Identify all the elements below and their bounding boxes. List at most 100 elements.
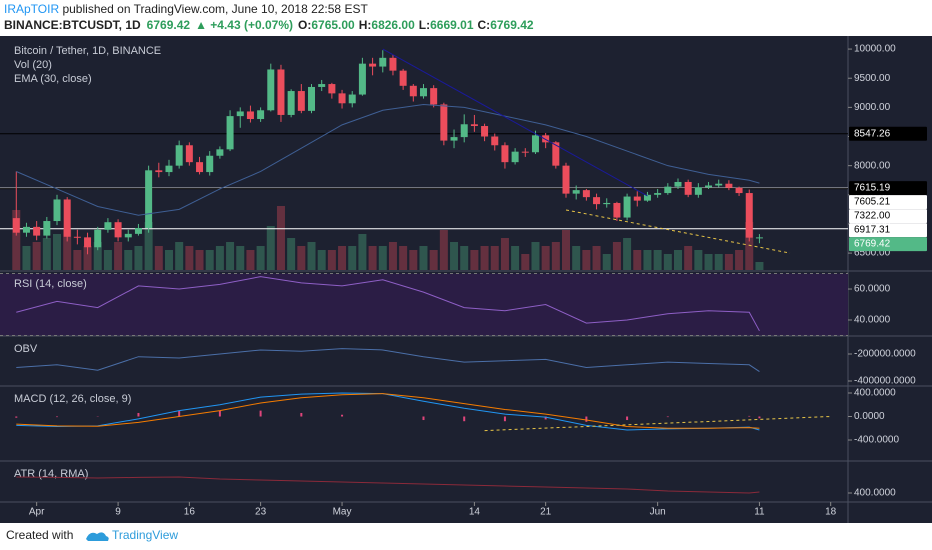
candle-body bbox=[33, 226, 41, 236]
histogram-bar bbox=[341, 414, 344, 417]
candle-body bbox=[308, 86, 316, 111]
volume-bar bbox=[745, 222, 754, 270]
candle-body bbox=[22, 226, 30, 233]
volume-legend: Vol (20) bbox=[14, 59, 52, 71]
candle-body bbox=[134, 228, 142, 234]
candle-body bbox=[684, 181, 692, 195]
volume-bar bbox=[663, 254, 672, 270]
volume-bar bbox=[287, 238, 296, 270]
candle-body bbox=[206, 155, 214, 173]
h-label: H: bbox=[359, 18, 372, 32]
volume-bar bbox=[124, 250, 133, 270]
volume-bar bbox=[388, 242, 397, 270]
indicator-legend: RSI (14, close) bbox=[14, 278, 87, 290]
volume-bar bbox=[103, 250, 112, 270]
volume-bar bbox=[673, 250, 682, 270]
y-tick-label: 40.0000 bbox=[854, 315, 891, 326]
histogram-bar bbox=[422, 416, 425, 421]
volume-bar bbox=[358, 234, 367, 270]
volume-bar bbox=[114, 242, 123, 270]
candle-body bbox=[369, 63, 377, 67]
volume-bar bbox=[42, 238, 51, 270]
volume-bar bbox=[612, 242, 621, 270]
rsi-band bbox=[0, 273, 848, 336]
volume-bar bbox=[572, 246, 581, 270]
candle-body bbox=[593, 197, 601, 205]
histogram-bar bbox=[463, 416, 466, 422]
author[interactable]: IRApTOIR bbox=[4, 2, 59, 16]
volume-bar bbox=[439, 230, 448, 270]
histogram-bar bbox=[137, 412, 140, 417]
volume-bar bbox=[409, 250, 418, 270]
x-tick-label: Apr bbox=[29, 507, 45, 518]
volume-bar bbox=[378, 246, 387, 270]
histogram-bar bbox=[259, 410, 262, 417]
x-tick-label: 9 bbox=[115, 507, 121, 518]
candle-body bbox=[643, 194, 651, 201]
candle-body bbox=[53, 199, 61, 222]
candle-body bbox=[185, 145, 193, 163]
price-label-box bbox=[849, 195, 927, 210]
volume-bar bbox=[755, 262, 764, 270]
volume-bar bbox=[164, 250, 173, 270]
volume-bar bbox=[73, 250, 82, 270]
publish-text: published on TradingView.com, June 10, 2… bbox=[59, 2, 368, 16]
y-tick-label: 60.0000 bbox=[854, 284, 891, 295]
volume-bar bbox=[12, 210, 21, 270]
candle-body bbox=[755, 237, 763, 239]
candle-body bbox=[735, 187, 743, 194]
candle-body bbox=[521, 151, 529, 153]
indicator-line bbox=[16, 393, 760, 429]
y-tick-label: 6500.00 bbox=[854, 248, 891, 259]
volume-bar bbox=[226, 242, 235, 270]
candle-body bbox=[246, 111, 254, 120]
volume-bar bbox=[246, 250, 255, 270]
histogram-bar bbox=[178, 410, 181, 417]
candle-body bbox=[430, 88, 438, 105]
candle-body bbox=[481, 126, 489, 137]
candle-body bbox=[491, 136, 499, 146]
price-label-box bbox=[849, 223, 927, 238]
x-tick-label: Jun bbox=[650, 507, 666, 518]
volume-bar bbox=[276, 206, 285, 270]
candle-body bbox=[236, 111, 244, 117]
candle-body bbox=[389, 57, 397, 71]
indicator-legend: MACD (12, 26, close, 9) bbox=[14, 393, 131, 405]
histogram-bar bbox=[218, 410, 221, 417]
volume-bar bbox=[327, 250, 336, 270]
y-tick-label: -200000.0000 bbox=[854, 349, 916, 360]
y-tick-label: 8000.00 bbox=[854, 160, 891, 171]
trendline bbox=[484, 416, 831, 432]
volume-bar bbox=[348, 246, 357, 270]
candle-body bbox=[287, 91, 295, 115]
volume-bar bbox=[541, 246, 550, 270]
candle-body bbox=[399, 70, 407, 86]
volume-bar bbox=[531, 242, 540, 270]
candle-body bbox=[694, 187, 702, 195]
candle-body bbox=[358, 63, 366, 95]
trendline bbox=[382, 48, 648, 197]
x-tick-label: 11 bbox=[754, 507, 765, 518]
volume-bar bbox=[63, 230, 72, 270]
candle-body bbox=[745, 193, 753, 238]
volume-bar bbox=[694, 250, 703, 270]
volume-bar bbox=[511, 246, 520, 270]
histogram-bar bbox=[300, 412, 303, 417]
candle-body bbox=[460, 124, 468, 138]
candle-body bbox=[664, 186, 672, 194]
x-tick-label: May bbox=[333, 507, 352, 518]
candle-body bbox=[613, 202, 621, 218]
symbol: BINANCE:BTCUSDT, 1D bbox=[4, 18, 141, 32]
footer-brand[interactable]: TradingView bbox=[112, 528, 178, 542]
trendline bbox=[565, 209, 791, 254]
volume-bar bbox=[480, 246, 489, 270]
candle-body bbox=[572, 190, 580, 194]
candle-body bbox=[155, 170, 163, 173]
ema-line bbox=[16, 103, 760, 216]
volume-bar bbox=[22, 246, 31, 270]
candle-body bbox=[542, 135, 550, 143]
volume-bar bbox=[490, 246, 499, 270]
indicator-legend: OBV bbox=[14, 343, 38, 355]
price-label-box bbox=[849, 237, 927, 252]
candle-body bbox=[552, 142, 560, 166]
